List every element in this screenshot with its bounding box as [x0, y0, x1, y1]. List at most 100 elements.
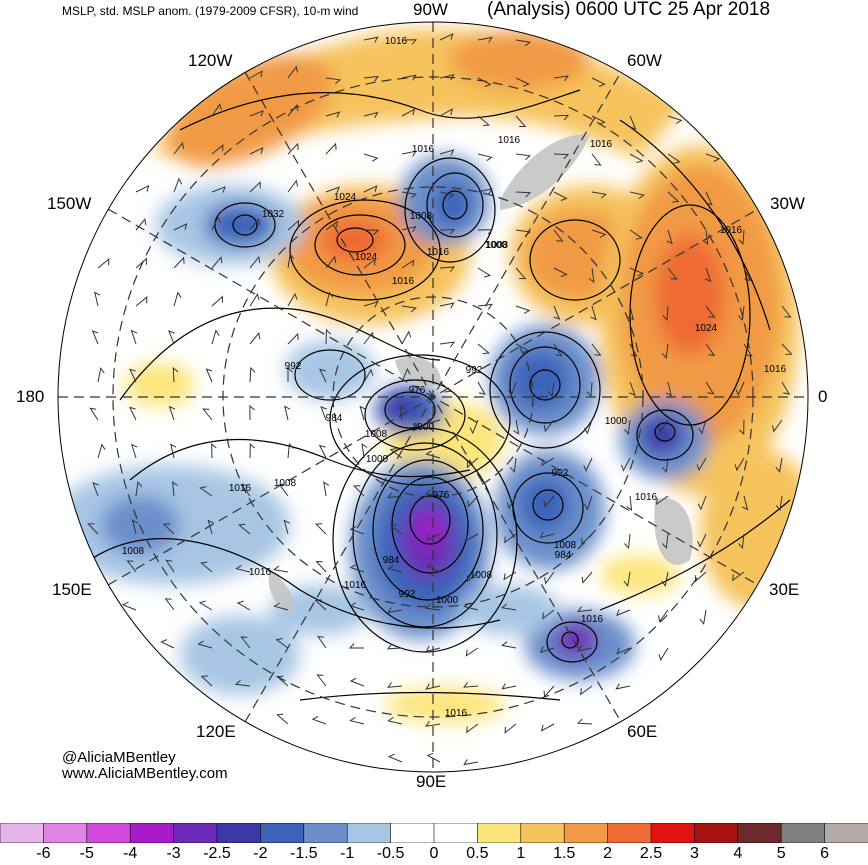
wind-barb — [540, 723, 555, 732]
wind-barb — [515, 305, 531, 314]
wind-barb — [543, 419, 555, 433]
isobar-label: 984 — [383, 555, 400, 566]
wind-barb — [401, 74, 417, 81]
wind-barb — [97, 367, 105, 383]
isobar-label: 992 — [399, 589, 416, 600]
wind-barb — [506, 495, 517, 510]
wind-barb — [467, 495, 479, 508]
wind-barb — [387, 564, 403, 573]
wind-barb — [577, 606, 593, 613]
wind-barb — [287, 292, 298, 307]
wind-barb — [467, 571, 479, 583]
wind-barb — [584, 419, 593, 435]
wind-barb — [581, 533, 593, 545]
isobar-label: 1016 — [344, 580, 367, 591]
wind-barb — [363, 111, 379, 119]
wind-barb — [401, 39, 418, 45]
isobar-label: 1008 — [365, 429, 388, 440]
wind-barb — [363, 36, 379, 43]
wind-barb — [386, 643, 403, 650]
isobar-label: 1016 — [229, 483, 252, 494]
wind-barb — [515, 343, 530, 354]
colorbar-tick-label: 4 — [733, 845, 743, 862]
wind-barb — [591, 343, 602, 356]
wind-barb — [348, 643, 364, 649]
wind-barb — [477, 188, 493, 195]
wind-barb — [583, 457, 593, 472]
wind-barb — [200, 561, 213, 573]
wind-barb — [515, 115, 527, 127]
isobar-label: 1016 — [427, 247, 450, 258]
isobars — [89, 89, 791, 701]
wind-barb — [173, 222, 188, 231]
wind-barb — [287, 332, 299, 345]
wind-barb — [349, 525, 365, 535]
isobar-label: 976 — [409, 385, 426, 396]
isobar-label: 1016 — [720, 225, 743, 236]
wind-barb — [705, 381, 715, 395]
wind-barb — [658, 419, 669, 433]
wind-barb — [275, 638, 289, 649]
wind-barb — [249, 366, 256, 383]
wind-barb — [97, 258, 110, 269]
wind-barb — [553, 343, 563, 357]
wind-barb — [278, 484, 289, 497]
wind-barb — [211, 186, 226, 193]
wind-barb — [658, 609, 669, 623]
isobar-label: 1016 — [764, 364, 787, 375]
colorbar-tick-label: -3 — [166, 845, 181, 862]
colorbar-tick-label: 1 — [516, 845, 526, 862]
lon-label-90e: 90E — [416, 772, 447, 791]
wind-barb — [287, 65, 299, 79]
wind-barb — [424, 604, 441, 611]
wind-barb — [580, 685, 593, 696]
wind-barb — [781, 381, 791, 395]
wind-barb — [629, 229, 643, 240]
wind-barb — [439, 108, 453, 117]
wind-barb — [164, 598, 175, 611]
wind-barb — [504, 533, 517, 544]
wind-barb — [696, 457, 707, 472]
wind-barb — [667, 115, 683, 124]
wind-barb — [318, 444, 327, 459]
wind-barb — [732, 571, 745, 582]
colorbar-swatch — [303, 823, 348, 843]
wind-barb — [91, 330, 99, 345]
wind-barb — [503, 571, 517, 581]
wind-barb — [173, 177, 183, 193]
wind-barb — [287, 219, 299, 231]
colorbar-swatch — [650, 823, 696, 843]
wind-barb — [284, 405, 291, 421]
wind-barb — [135, 184, 150, 193]
colorbar-tick-label: 2.5 — [639, 845, 663, 862]
colorbar-swatch — [390, 823, 435, 843]
wind-barb — [249, 181, 261, 193]
isobar-label: 1008 — [554, 540, 577, 551]
wind-barb — [466, 723, 479, 734]
wind-barb — [743, 343, 753, 357]
wind-barb — [325, 255, 337, 269]
wind-barb — [439, 229, 456, 235]
wind-barb — [591, 229, 607, 238]
wind-barb — [577, 645, 593, 652]
wind-barb — [584, 495, 593, 511]
wind-barb — [173, 256, 185, 269]
wind-barb — [543, 495, 555, 508]
wind-barb — [363, 301, 379, 308]
wind-barb — [629, 115, 637, 130]
colorbar-swatch — [260, 823, 305, 843]
lon-label-30w: 30W — [770, 194, 805, 213]
wind-barb — [465, 647, 479, 657]
wind-barb — [211, 295, 223, 307]
wind-barb — [439, 341, 455, 348]
colorbar-swatch — [477, 823, 522, 843]
wind-barb — [590, 305, 597, 321]
wind-barb — [249, 292, 260, 307]
wind-barb — [349, 716, 365, 725]
wind-barb — [249, 331, 261, 345]
colorbar-ticks: -6 -5 -4 -3 -2.5 -2 -1.5 -1 -0.5 0 0.5 1 1.5 2 2.5 3 4 5 6 — [0, 845, 868, 865]
wind-barb — [542, 609, 555, 620]
wind-barb — [661, 571, 669, 587]
wind-barb — [135, 218, 147, 231]
wind-barb — [238, 523, 251, 535]
